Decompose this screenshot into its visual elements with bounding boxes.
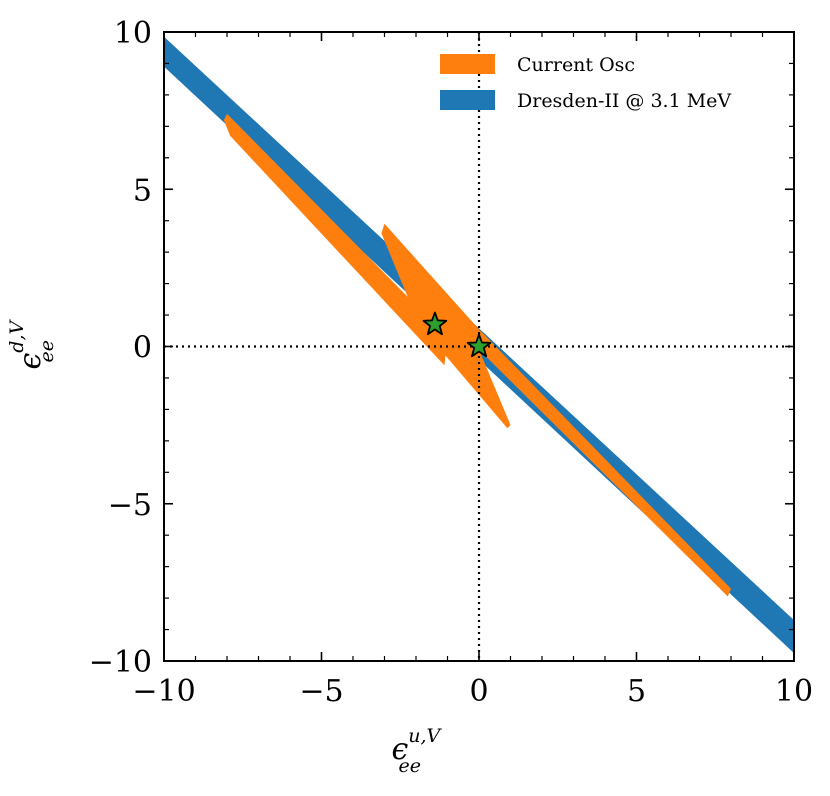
y-tick-label: 5 — [133, 173, 152, 208]
axis-ticks: −10 −5 0 5 10 −10 −5 0 5 10 — [89, 16, 813, 709]
star-marker-1 — [422, 311, 448, 336]
y-tick-label: 0 — [133, 331, 152, 366]
x-tick-label: −5 — [299, 674, 343, 709]
current-osc-region-1 — [223, 113, 448, 366]
x-axis-symbol: ϵ — [391, 732, 408, 767]
y-tick-label: 10 — [114, 16, 152, 51]
legend-label: Dresden-II @ 3.1 MeV — [517, 90, 731, 112]
y-tick-label: −10 — [89, 645, 152, 680]
legend: Current Osc Dresden-II @ 3.1 MeV — [440, 54, 731, 112]
y-tick-label: −5 — [108, 488, 152, 523]
y-axis-subscript: ee — [36, 340, 58, 363]
current-osc-region-2 — [381, 223, 731, 597]
x-tick-label: 10 — [775, 674, 813, 709]
x-axis-subscript: ee — [399, 755, 422, 777]
y-axis-superscript: d,V — [6, 318, 28, 352]
legend-label: Current Osc — [517, 54, 635, 76]
x-tick-label: −10 — [132, 674, 195, 709]
best-fit-markers — [422, 311, 492, 358]
legend-swatch — [440, 90, 495, 110]
x-tick-label: 5 — [627, 674, 646, 709]
legend-swatch — [440, 54, 495, 74]
y-axis-symbol: ϵ — [13, 353, 48, 370]
y-axis-label: ϵd,V ee — [6, 318, 58, 369]
y-axis-label-group: ϵd,V ee — [6, 318, 58, 369]
x-axis-superscript: u,V — [408, 725, 442, 747]
x-tick-label: 0 — [469, 674, 488, 709]
star-marker-2 — [466, 333, 492, 358]
x-axis-label: ϵu,V ee — [391, 725, 442, 777]
